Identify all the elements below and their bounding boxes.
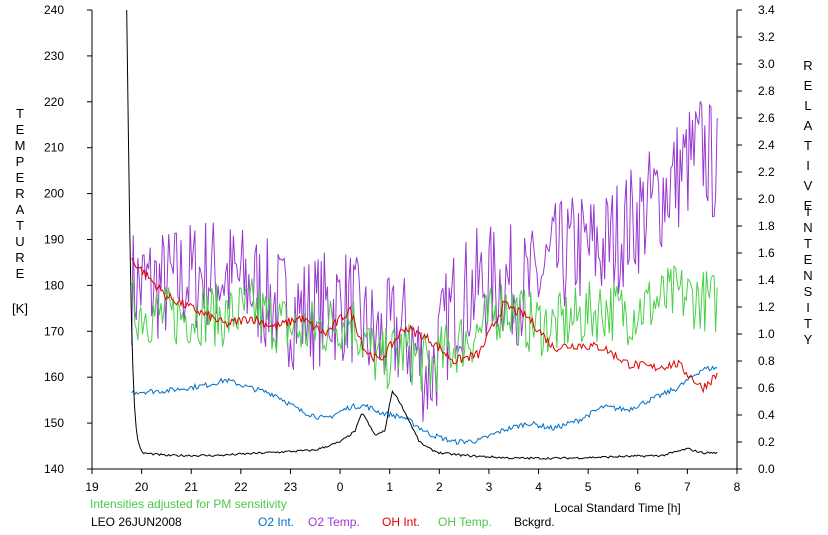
right-tick-label: 0.2	[758, 435, 775, 449]
left-tick-label: 210	[44, 141, 64, 155]
x-tick-label: 21	[185, 480, 199, 494]
left-axis-label-char: E	[16, 266, 25, 281]
left-axis-label-char: P	[16, 154, 25, 169]
left-tick-label: 240	[44, 3, 64, 17]
x-tick-label: 2	[436, 480, 443, 494]
right-axis-label-char: E	[804, 78, 813, 93]
left-axis-label-char: E	[16, 122, 25, 137]
right-axis-label-char: E	[804, 252, 813, 267]
left-axis-label-char: A	[16, 202, 25, 217]
right-axis-label-char: Y	[804, 332, 813, 347]
series-line-oh-temp	[131, 264, 718, 392]
x-tick-label: 0	[337, 480, 344, 494]
right-tick-label: 2.4	[758, 138, 775, 152]
left-axis-unit: [K]	[12, 301, 28, 316]
x-tick-label: 8	[734, 480, 741, 494]
right-tick-label: 2.2	[758, 165, 775, 179]
x-tick-label: 23	[284, 480, 298, 494]
series-line-o2-int	[131, 365, 718, 446]
right-tick-label: 1.8	[758, 219, 775, 233]
x-axis-label: Local Standard Time [h]	[554, 501, 681, 515]
x-tick-label: 22	[234, 480, 248, 494]
x-tick-label: 4	[535, 480, 542, 494]
right-tick-label: 1.6	[758, 246, 775, 260]
left-axis-label-char: T	[16, 218, 24, 233]
station-date-label: LEO 26JUN2008	[91, 515, 182, 529]
right-axis-label-char: I	[806, 204, 810, 219]
right-tick-label: 1.4	[758, 273, 775, 287]
left-tick-label: 160	[44, 370, 64, 384]
right-tick-label: 2.8	[758, 84, 775, 98]
right-tick-label: 0.6	[758, 381, 775, 395]
left-tick-label: 230	[44, 49, 64, 63]
right-axis-label-char: E	[804, 198, 813, 213]
right-tick-label: 2.6	[758, 111, 775, 125]
left-tick-label: 180	[44, 278, 64, 292]
right-tick-label: 2.0	[758, 192, 775, 206]
right-axis-label-char: N	[803, 220, 812, 235]
left-axis-label-char: T	[16, 106, 24, 121]
right-axis-label-char: S	[804, 284, 813, 299]
right-axis-label-char: N	[803, 268, 812, 283]
x-tick-label: 3	[486, 480, 493, 494]
left-axis-label-char: R	[15, 186, 24, 201]
legend-bckgrd: Bckgrd.	[514, 515, 555, 529]
right-tick-label: 3.4	[758, 3, 775, 17]
left-tick-label: 190	[44, 233, 64, 247]
right-tick-label: 3.0	[758, 57, 775, 71]
right-axis-label-char: T	[804, 236, 812, 251]
right-tick-label: 0.8	[758, 354, 775, 368]
right-tick-label: 0.0	[758, 462, 775, 476]
right-axis-label-char: T	[804, 138, 812, 153]
right-axis-label-char: T	[804, 316, 812, 331]
series-line-bckgrd	[126, 9, 718, 460]
right-axis-label-char: V	[804, 178, 813, 193]
series-line-o2-temp	[131, 101, 718, 422]
legend-o2-temp: O2 Temp.	[308, 515, 360, 529]
sensitivity-note: Intensities adjusted for PM sensitivity	[90, 497, 287, 511]
left-axis-label-char: R	[15, 250, 24, 265]
legend-oh-int: OH Int.	[382, 515, 421, 529]
left-tick-label: 200	[44, 187, 64, 201]
x-tick-label: 19	[85, 480, 99, 494]
right-axis-label-char: L	[804, 98, 811, 113]
x-tick-label: 20	[135, 480, 149, 494]
x-tick-label: 1	[386, 480, 393, 494]
x-tick-label: 5	[585, 480, 592, 494]
series-line-oh-int	[131, 257, 718, 394]
right-axis-label-char: A	[804, 118, 813, 133]
right-axis-label-char: I	[806, 300, 810, 315]
legend-oh-temp: OH Temp.	[438, 515, 492, 529]
left-axis-label-char: E	[16, 170, 25, 185]
left-tick-label: 170	[44, 324, 64, 338]
left-tick-label: 150	[44, 416, 64, 430]
right-tick-label: 1.0	[758, 327, 775, 341]
x-tick-label: 7	[684, 480, 691, 494]
right-axis-label-char: I	[806, 158, 810, 173]
right-axis-label-char: R	[803, 58, 812, 73]
left-axis-label-char: M	[15, 138, 26, 153]
right-tick-label: 0.4	[758, 408, 775, 422]
right-tick-label: 1.2	[758, 300, 775, 314]
legend-o2-int: O2 Int.	[258, 515, 295, 529]
right-tick-label: 3.2	[758, 30, 775, 44]
left-tick-label: 140	[44, 462, 64, 476]
left-tick-label: 220	[44, 95, 64, 109]
x-tick-label: 6	[634, 480, 641, 494]
left-axis-label-char: U	[15, 234, 24, 249]
